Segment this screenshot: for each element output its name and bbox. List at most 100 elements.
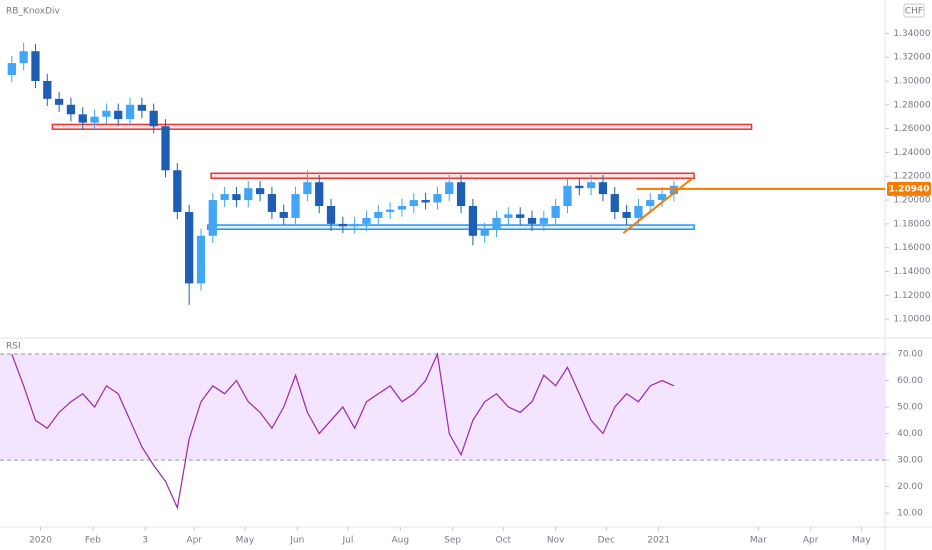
x-tick-label: 3 [142, 536, 148, 546]
currency-box[interactable] [903, 3, 925, 18]
y-tick-label: 1.18000 [893, 219, 930, 229]
y-tick-label: 1.22000 [893, 172, 930, 182]
candle-body [386, 209, 395, 212]
y-tick-label: 1.30000 [893, 76, 930, 86]
candle-body [397, 206, 407, 210]
candle-body [303, 182, 312, 195]
candle-body [90, 116, 99, 123]
x-tick-label: 2021 [647, 536, 670, 546]
candle-body [669, 185, 679, 195]
candle-body [220, 194, 229, 201]
candle-body [161, 126, 170, 171]
candle-body [492, 217, 501, 230]
y-tick-label: 1.24000 [893, 148, 930, 158]
currency[interactable]: CHF [905, 7, 923, 17]
y-tick-label: 40.00 [897, 429, 923, 439]
x-tick-label: Feb [85, 536, 101, 546]
candle-body [350, 223, 359, 227]
candle-body [291, 194, 300, 218]
candle-body [31, 51, 40, 81]
candle-body [208, 200, 217, 236]
candle-body [185, 211, 194, 284]
trendline [622, 177, 694, 234]
candle-body [480, 229, 489, 236]
zone [51, 123, 753, 130]
candle-body [598, 182, 608, 195]
candle-body [468, 206, 478, 236]
candle-body [646, 200, 655, 207]
candle-body [149, 110, 158, 127]
y-tick-label: 1.10000 [893, 315, 930, 325]
candle-body [102, 110, 111, 117]
candle-body [539, 217, 548, 224]
y-tick-label: 70.00 [897, 350, 923, 360]
candle-body [586, 182, 596, 189]
candle-body [374, 211, 383, 218]
y-tick-label: 20.00 [897, 482, 923, 492]
y-tick-label: 1.28000 [893, 100, 930, 110]
candle-body [114, 110, 123, 120]
candle-body [338, 223, 347, 227]
y-tick-label: 1.14000 [893, 267, 930, 277]
y-tick-label: 1.32000 [893, 53, 930, 63]
candle-body [7, 63, 16, 76]
candle-body [362, 217, 371, 224]
candle-body [43, 80, 52, 99]
candle-body [610, 194, 619, 212]
rsi-title: RSI [6, 342, 21, 352]
candle-body [563, 185, 572, 207]
candle-body [267, 194, 277, 212]
x-tick-label: Apr [186, 536, 202, 546]
candle-body [575, 185, 584, 189]
x-tick-label: Nov [547, 536, 565, 546]
candle-body [255, 188, 265, 195]
rsi-band [0, 354, 885, 461]
zone [206, 224, 695, 230]
candle-body [244, 188, 253, 201]
y-tick-label: 1.34000 [893, 29, 930, 39]
x-tick-label: Oct [496, 536, 512, 546]
y-tick-label: 1.26000 [893, 124, 930, 134]
x-tick-label: Jul [341, 536, 353, 546]
rsi-line [11, 351, 675, 510]
candle-body [137, 104, 147, 111]
price-label-box [887, 181, 931, 196]
indicator-name: RB_KnoxDiv [6, 7, 61, 17]
x-tick-label: May [236, 536, 255, 546]
x-tick-label: May [852, 536, 871, 546]
candle-body [66, 104, 76, 115]
candle-body [232, 194, 241, 201]
x-tick-label: 2020 [29, 536, 52, 546]
y-tick-label: 60.00 [897, 376, 923, 386]
y-tick-label: 1.12000 [893, 291, 930, 301]
x-tick-label: Dec [598, 536, 615, 546]
candle-body [326, 206, 336, 224]
x-tick-label: Aug [391, 536, 409, 546]
candle-body [622, 211, 631, 218]
x-tick-label: Sep [444, 536, 461, 546]
candle-body [516, 214, 525, 218]
candle-body [504, 214, 513, 218]
y-tick-label: 1.20000 [893, 196, 930, 206]
candle-body [409, 200, 418, 207]
x-tick-label: Apr [803, 536, 819, 546]
y-tick-label: 50.00 [897, 403, 923, 413]
y-tick-label: 30.00 [897, 456, 923, 466]
candle-body [657, 194, 667, 201]
candle-body [433, 194, 442, 203]
candle-body [551, 206, 560, 218]
candle-body [125, 104, 135, 120]
candle-body [634, 206, 643, 218]
x-tick-label: Jun [289, 536, 304, 546]
candle-body [78, 114, 87, 123]
y-tick-label: 1.16000 [893, 243, 930, 253]
candle-body [54, 98, 64, 105]
candle-body [315, 182, 324, 207]
candle-body [527, 217, 537, 224]
zone [210, 172, 695, 180]
candle-body [279, 211, 288, 218]
candle-body [445, 182, 454, 195]
candle-body [19, 51, 28, 64]
